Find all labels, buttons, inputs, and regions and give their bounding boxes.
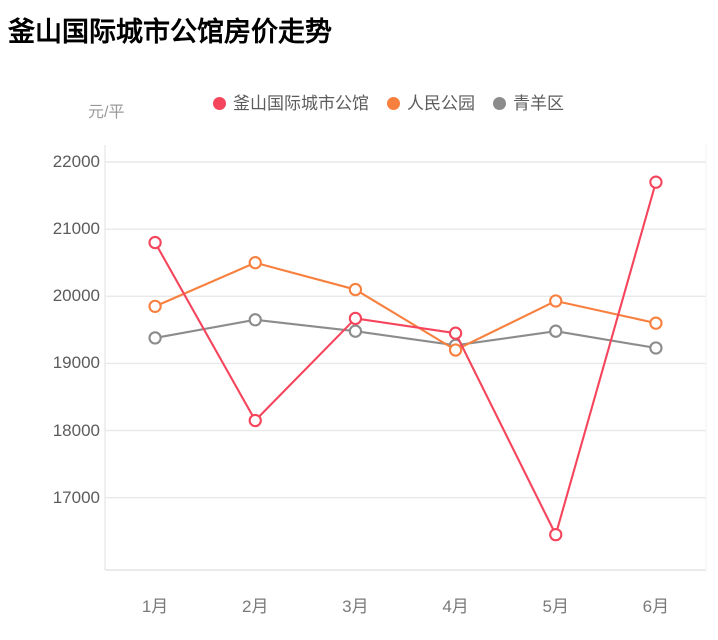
data-point-marker[interactable] — [549, 527, 563, 542]
data-point-marker[interactable] — [649, 341, 663, 355]
series-line — [154, 181, 657, 536]
chart-legend: 釜山国际城市公馆 人民公园 青羊区 — [213, 95, 564, 112]
page-title: 釜山国际城市公馆房价走势 — [8, 17, 332, 47]
series-line — [154, 261, 657, 352]
legend-marker-icon — [387, 97, 400, 110]
data-point-marker[interactable] — [248, 413, 262, 428]
legend-item[interactable]: 釜山国际城市公馆 — [213, 95, 369, 112]
series-2 — [148, 256, 663, 357]
y-axis-tick-label: 18000 — [52, 420, 100, 440]
x-axis-tick-label: 3月 — [342, 597, 369, 616]
y-axis-tick-label: 20000 — [52, 286, 100, 306]
x-axis-tick-label: 6月 — [642, 597, 670, 616]
legend-item[interactable]: 青羊区 — [493, 95, 564, 112]
y-axis-tick-labels: 22000 21000 20000 19000 18000 17000 — [0, 0, 100, 640]
legend-marker-icon — [493, 97, 506, 110]
legend-marker-icon — [213, 97, 226, 110]
data-point-marker[interactable] — [549, 324, 563, 338]
data-point-marker[interactable] — [248, 256, 262, 270]
legend-item-label: 釜山国际城市公馆 — [233, 94, 369, 113]
data-point-marker[interactable] — [148, 235, 162, 250]
series-1 — [148, 175, 663, 542]
data-point-marker[interactable] — [148, 299, 162, 313]
data-point-marker[interactable] — [348, 324, 363, 338]
legend-item-label: 青羊区 — [513, 94, 564, 113]
data-point-marker[interactable] — [448, 326, 463, 340]
x-axis-tick-label: 1月 — [141, 597, 169, 616]
y-axis-unit-label: 元/平 — [88, 104, 125, 121]
data-point-marker[interactable] — [649, 316, 663, 330]
x-axis-tick-label: 2月 — [242, 597, 269, 616]
y-axis-tick-label: 19000 — [52, 353, 100, 373]
data-point-marker[interactable] — [448, 343, 463, 357]
data-point-marker[interactable] — [148, 331, 162, 345]
data-point-marker[interactable] — [348, 282, 363, 297]
y-axis-tick-label: 17000 — [52, 487, 100, 507]
x-axis-tick-label: 5月 — [542, 597, 569, 616]
data-point-marker[interactable] — [248, 313, 262, 327]
y-axis-tick-label: 22000 — [52, 152, 100, 171]
data-point-marker[interactable] — [348, 311, 363, 326]
data-point-marker[interactable] — [649, 175, 663, 189]
series-line — [154, 318, 657, 350]
data-point-marker[interactable] — [549, 294, 563, 308]
legend-item[interactable]: 人民公园 — [387, 95, 475, 112]
legend-item-label: 人民公园 — [407, 94, 475, 113]
grid-lines — [104, 145, 707, 571]
y-axis-tick-label: 21000 — [52, 219, 100, 239]
x-axis-tick-label: 4月 — [442, 597, 469, 616]
